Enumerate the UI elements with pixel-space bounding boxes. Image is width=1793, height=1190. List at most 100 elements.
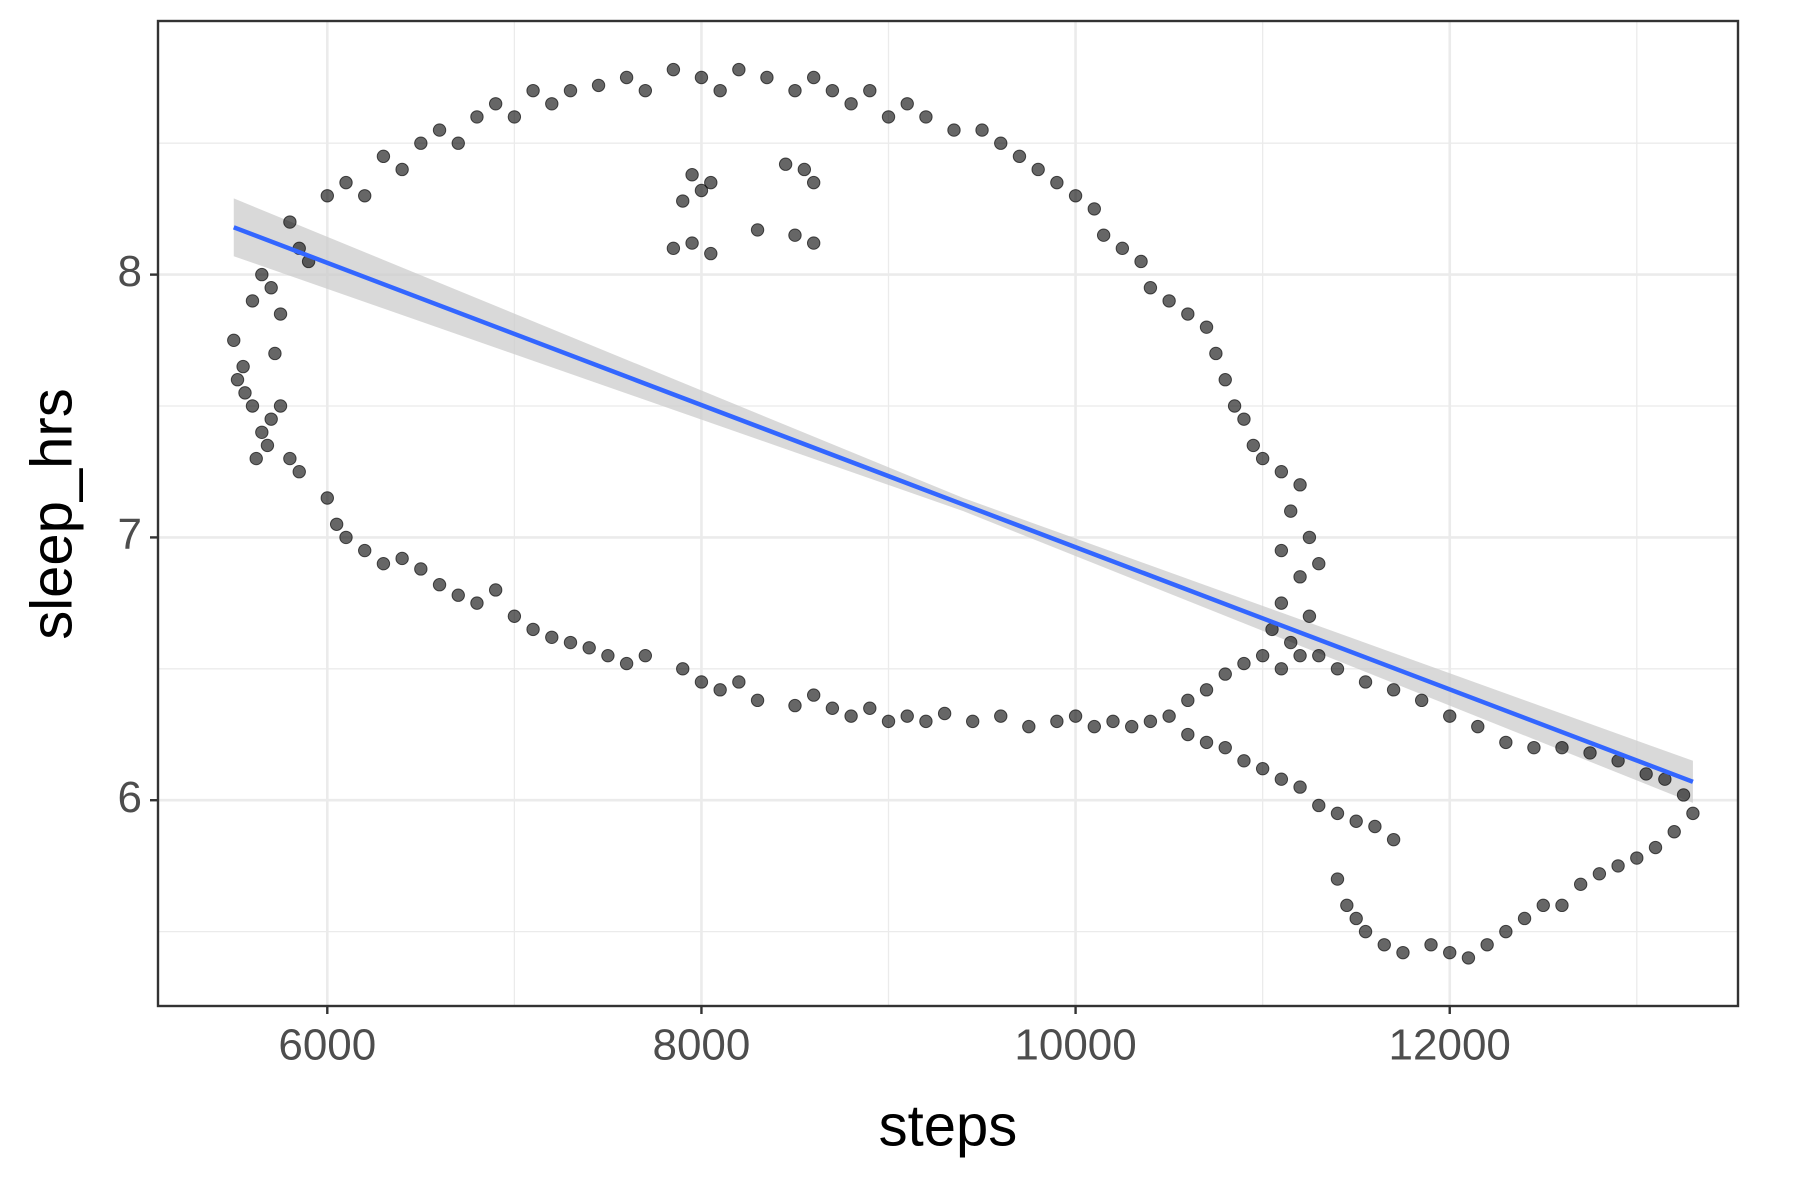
- point: [704, 175, 718, 190]
- point: [1274, 772, 1289, 786]
- point: [470, 596, 484, 610]
- point: [1199, 320, 1214, 334]
- point: [1302, 609, 1317, 623]
- point: [919, 110, 933, 124]
- point: [1162, 709, 1176, 723]
- y-tick-label: 7: [118, 510, 142, 559]
- point: [1358, 675, 1373, 689]
- point: [704, 246, 718, 261]
- point: [1414, 693, 1429, 708]
- point: [619, 70, 634, 85]
- point: [238, 386, 252, 400]
- point: [994, 709, 1008, 723]
- point: [666, 241, 681, 256]
- point: [1573, 877, 1588, 892]
- point: [685, 168, 699, 182]
- point: [1630, 851, 1644, 865]
- x-axis-title: steps: [879, 1093, 1018, 1158]
- point: [844, 97, 858, 111]
- point: [778, 157, 793, 171]
- point: [1050, 714, 1064, 729]
- point: [395, 162, 409, 177]
- point: [1125, 719, 1139, 734]
- point: [1181, 307, 1195, 321]
- y-tick-label: 8: [118, 247, 142, 296]
- point: [676, 662, 690, 676]
- point: [1499, 735, 1513, 750]
- point: [638, 83, 653, 98]
- point: [1330, 662, 1345, 676]
- x-tick-label: 10000: [1014, 1021, 1136, 1070]
- point: [230, 373, 245, 387]
- panel-border: [156, 19, 1740, 1008]
- point: [1386, 683, 1401, 697]
- point: [1349, 814, 1363, 828]
- point: [563, 83, 578, 98]
- point: [1106, 714, 1120, 729]
- point: [1555, 740, 1569, 755]
- point: [666, 62, 681, 77]
- point: [414, 562, 428, 576]
- point: [283, 215, 297, 229]
- point: [236, 359, 250, 374]
- point: [1274, 543, 1289, 558]
- point: [1517, 911, 1532, 926]
- point: [1199, 683, 1214, 697]
- point: [470, 110, 484, 124]
- axes: 6000 8000 10000 12000 6 7 8: [118, 19, 1740, 1070]
- point: [1648, 840, 1663, 855]
- point: [1246, 438, 1260, 453]
- point: [797, 162, 812, 177]
- point: [1293, 478, 1307, 492]
- point: [1087, 719, 1101, 734]
- point: [320, 189, 334, 203]
- point: [1274, 662, 1289, 676]
- point: [713, 83, 727, 98]
- point: [1209, 346, 1223, 361]
- point: [1330, 872, 1345, 886]
- point: [1686, 806, 1700, 821]
- point: [1255, 648, 1270, 663]
- point: [1443, 709, 1457, 723]
- point: [1134, 254, 1148, 269]
- point: [1499, 924, 1513, 939]
- point: [694, 675, 709, 689]
- point: [788, 228, 802, 242]
- point: [788, 698, 802, 713]
- point: [1199, 735, 1214, 750]
- point: [451, 588, 465, 602]
- point: [292, 465, 306, 479]
- point: [806, 688, 821, 702]
- point: [1667, 825, 1681, 839]
- x-tick-label: 8000: [652, 1021, 750, 1070]
- point: [601, 648, 615, 663]
- point: [1312, 798, 1326, 813]
- point: [994, 136, 1008, 150]
- point: [488, 583, 503, 597]
- point: [750, 693, 765, 708]
- point: [255, 267, 269, 282]
- point: [358, 543, 372, 558]
- point: [937, 706, 952, 721]
- point: [264, 281, 278, 295]
- point: [806, 70, 821, 85]
- point: [1386, 832, 1401, 847]
- point: [900, 709, 914, 723]
- point: [694, 70, 709, 85]
- point: [1274, 596, 1289, 610]
- point: [713, 683, 727, 697]
- point: [451, 136, 465, 150]
- point: [1676, 788, 1691, 802]
- point: [1284, 635, 1298, 650]
- point: [825, 701, 840, 715]
- point: [1293, 648, 1307, 663]
- point: [863, 83, 877, 98]
- point: [881, 714, 896, 729]
- point: [694, 183, 709, 198]
- point: [1527, 740, 1541, 755]
- point: [582, 641, 596, 655]
- point: [268, 346, 282, 361]
- point: [488, 97, 503, 111]
